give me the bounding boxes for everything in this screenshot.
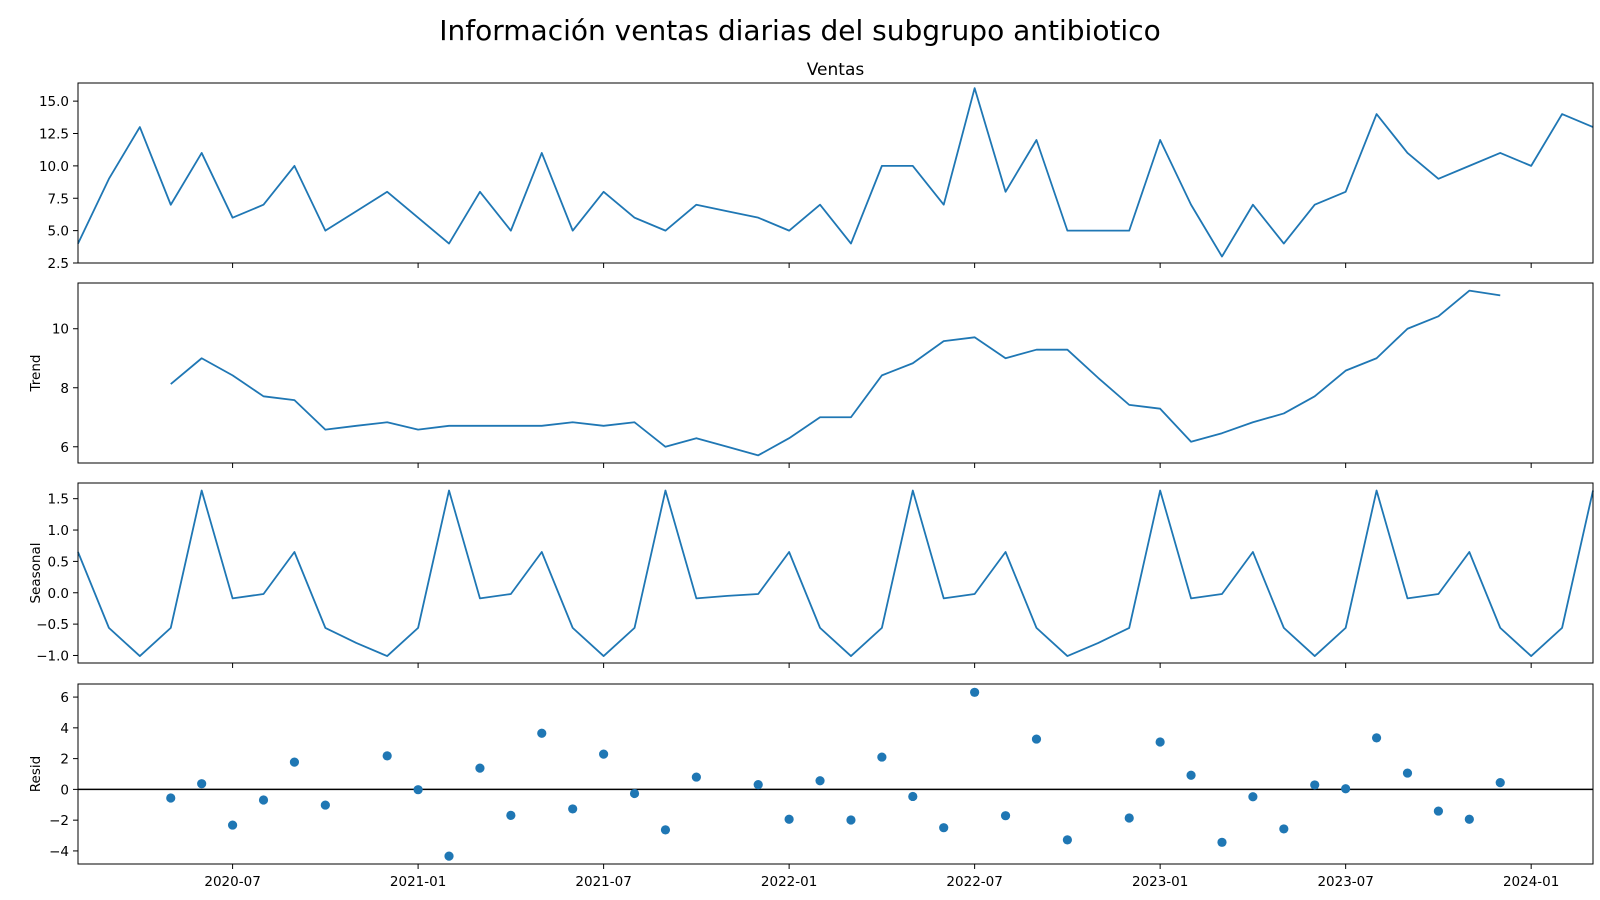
data-point xyxy=(1062,835,1072,845)
y-tick-label: 5.0 xyxy=(48,224,69,240)
data-point xyxy=(1341,784,1351,794)
data-point xyxy=(1031,734,1042,744)
y-axis-label: Trend xyxy=(28,355,44,393)
data-point xyxy=(537,728,547,738)
y-tick-label: 12.5 xyxy=(39,127,69,143)
data-point xyxy=(320,800,330,810)
data-point xyxy=(753,780,763,790)
data-point xyxy=(1155,737,1165,747)
axes-frame xyxy=(77,683,1594,865)
data-point xyxy=(846,815,856,825)
data-point xyxy=(1464,814,1474,824)
data-point xyxy=(691,772,701,782)
data-point xyxy=(475,763,485,773)
y-tick-label: 2 xyxy=(60,752,69,768)
data-point xyxy=(939,823,949,833)
panel-title: Ventas xyxy=(807,60,865,80)
y-axis-label: Resid xyxy=(28,756,44,792)
y-tick-label: 8 xyxy=(60,381,69,397)
data-point xyxy=(506,810,516,820)
x-tick-label: 2022-01 xyxy=(761,874,817,890)
x-tick-label: 2021-01 xyxy=(390,874,446,890)
y-tick-label: 1.5 xyxy=(48,492,69,508)
data-point xyxy=(970,687,980,697)
data-point xyxy=(197,779,207,789)
data-point xyxy=(289,757,300,767)
data-point xyxy=(1371,733,1382,743)
y-tick-label: 0 xyxy=(60,782,69,798)
y-tick-label: 7.5 xyxy=(48,191,69,207)
data-point xyxy=(1248,792,1258,802)
data-point xyxy=(413,785,423,795)
data-point xyxy=(1279,824,1289,834)
series-line xyxy=(77,87,1594,258)
x-tick-label: 2023-01 xyxy=(1132,874,1188,890)
y-tick-label: 1.0 xyxy=(48,523,69,539)
y-axis-label: Seasonal xyxy=(28,542,44,603)
series-line xyxy=(77,489,1594,657)
series-line xyxy=(170,289,1501,457)
data-point xyxy=(660,825,671,835)
data-point xyxy=(1310,780,1320,790)
data-point xyxy=(1186,770,1196,780)
data-point xyxy=(382,751,392,761)
data-point xyxy=(568,804,578,814)
y-tick-label: 0.5 xyxy=(48,554,69,570)
y-tick-label: 10 xyxy=(52,322,69,338)
y-tick-label: 15.0 xyxy=(39,94,69,110)
data-point xyxy=(877,752,887,762)
x-tick-label: 2021-07 xyxy=(575,874,631,890)
y-tick-label: 6 xyxy=(60,440,69,456)
data-point xyxy=(1433,806,1444,816)
data-point xyxy=(444,851,454,861)
data-point xyxy=(1124,813,1134,823)
figure-title: Información ventas diarias del subgrupo … xyxy=(439,14,1161,47)
y-tick-label: 4 xyxy=(60,721,69,737)
y-tick-label: −4 xyxy=(49,844,69,860)
y-tick-label: 0.0 xyxy=(48,586,69,602)
data-point xyxy=(1217,837,1227,847)
axes-frame xyxy=(77,282,1594,464)
y-tick-label: −0.5 xyxy=(36,617,69,633)
y-tick-label: 2.5 xyxy=(48,256,69,272)
y-tick-label: 6 xyxy=(60,690,69,706)
x-tick-label: 2022-07 xyxy=(946,874,1002,890)
x-tick-label: 2023-07 xyxy=(1317,874,1373,890)
x-tick-label: 2024-01 xyxy=(1503,874,1559,890)
data-point xyxy=(1495,778,1505,788)
data-point xyxy=(629,788,640,799)
y-tick-label: −1.0 xyxy=(36,648,69,664)
data-point xyxy=(1000,811,1011,821)
data-point xyxy=(599,749,609,759)
axes-frame xyxy=(77,482,1594,664)
data-point xyxy=(784,814,794,824)
y-tick-label: −2 xyxy=(49,813,69,829)
data-point xyxy=(227,820,238,830)
data-point xyxy=(815,776,825,786)
y-tick-label: 10.0 xyxy=(39,159,69,175)
data-point xyxy=(1402,768,1413,778)
x-tick-label: 2020-07 xyxy=(204,874,260,890)
data-point xyxy=(258,795,269,805)
data-point xyxy=(166,793,176,803)
data-point xyxy=(908,791,918,802)
axes-frame xyxy=(77,82,1594,264)
